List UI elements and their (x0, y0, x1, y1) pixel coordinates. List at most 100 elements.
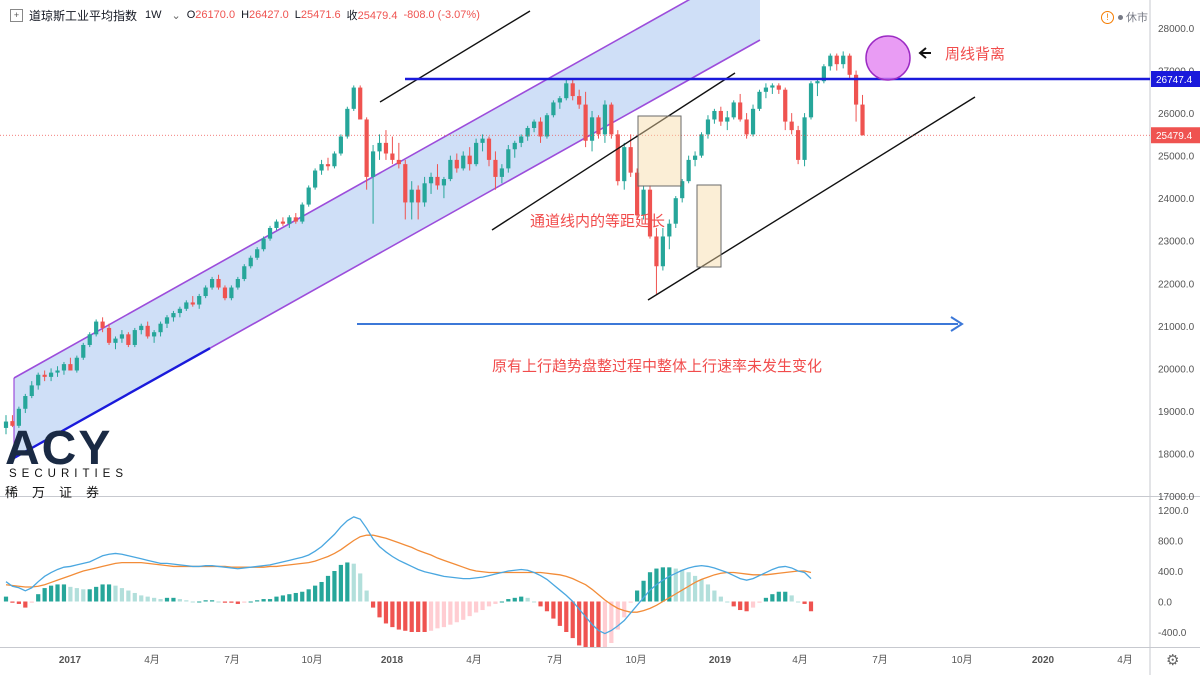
symbol-name[interactable]: 道琼斯工业平均指数 (29, 8, 138, 23)
candle (635, 168, 640, 220)
macd-histogram-bar (171, 597, 176, 602)
candle (409, 181, 414, 220)
macd-histogram-bar (319, 581, 324, 602)
plus-box-icon[interactable]: + (10, 8, 23, 22)
candle (152, 330, 157, 343)
macd-histogram-bar (609, 601, 614, 643)
macd-histogram-bar (87, 589, 92, 602)
macd-histogram-bar (660, 567, 665, 602)
close-value: 收25479.4 (346, 10, 398, 22)
macd-histogram-bar (403, 601, 408, 631)
macd-histogram-bar (81, 589, 86, 602)
candle (596, 115, 601, 139)
candle (538, 117, 543, 143)
candle (583, 91, 588, 148)
price-tick-label: 26000.0 (1158, 109, 1195, 120)
candle (23, 393, 28, 414)
macd-histogram-bar (300, 591, 305, 602)
candle (42, 370, 47, 382)
macd-histogram-bar (3, 596, 9, 602)
candle (332, 151, 337, 169)
macd-histogram-bar (29, 601, 34, 603)
candle (680, 179, 685, 203)
candle (815, 79, 820, 97)
macd-histogram-bar (750, 601, 756, 608)
candle (139, 323, 144, 335)
gear-icon[interactable]: ⚙ (1166, 652, 1180, 669)
candle (622, 142, 627, 190)
macd-histogram-bar (416, 601, 421, 632)
macd-histogram-bar (486, 601, 492, 607)
dropdown-icon[interactable]: ⌄ (171, 9, 181, 22)
candle (699, 132, 704, 158)
candle (441, 176, 447, 199)
parallel-line-lower-1 (491, 72, 736, 231)
candle (197, 293, 202, 309)
macd-histogram-bar (435, 601, 440, 629)
macd-histogram-bar (512, 597, 517, 602)
macd-histogram-bar (255, 600, 260, 602)
price-tick-label: 18000.0 (1158, 449, 1195, 460)
annotation-channel: 通道线内的等距延长 (530, 212, 665, 230)
candle (287, 215, 292, 228)
macd-histogram-bar (519, 596, 524, 602)
candle (763, 83, 769, 99)
macd-histogram-bar (152, 597, 157, 602)
timeframe-label[interactable]: 1W (145, 9, 162, 21)
channel-base-line (13, 347, 211, 460)
macd-histogram-bar (570, 601, 575, 639)
candle (718, 106, 723, 126)
price-tick-label: 25000.0 (1158, 152, 1195, 163)
candle (525, 125, 530, 141)
price-tick-label: 23000.0 (1158, 237, 1195, 248)
macd-histogram-bar (396, 601, 401, 630)
macd-histogram-bar (409, 601, 414, 632)
info-icon[interactable]: ! (1101, 10, 1114, 24)
macd-pane (3, 516, 814, 647)
candle (396, 142, 401, 169)
candle (10, 415, 15, 428)
market-status: ! 休市 (1101, 9, 1148, 25)
macd-histogram-bar (712, 590, 717, 602)
macd-histogram-bar (313, 585, 318, 602)
candle (808, 81, 814, 120)
candle (428, 172, 434, 194)
candle (667, 219, 672, 250)
macd-histogram-bar (222, 601, 228, 603)
time-axis[interactable]: 2017 4月 7月 10月 2018 4月 7月 10月 2019 4月 7月 10月 2020 4月 (59, 654, 1133, 666)
macd-histogram-bar (763, 597, 769, 602)
macd-histogram-bar (306, 589, 311, 602)
macd-histogram-bar (48, 585, 54, 602)
macd-histogram-bar (731, 601, 736, 607)
candle (106, 323, 112, 345)
macd-histogram-bar (583, 601, 588, 647)
candle (499, 164, 504, 184)
macd-histogram-bar (235, 601, 240, 604)
macd-tick-label: -400.0 (1158, 628, 1187, 639)
candle (454, 153, 459, 173)
macd-histogram-bar (602, 601, 608, 647)
price-axis[interactable]: 17000.0 18000.0 19000.0 20000.0 21000.0 22000… (1151, 24, 1200, 639)
candle (647, 185, 653, 239)
time-tick-label: 2019 (709, 655, 732, 666)
macd-histogram-bar (641, 580, 646, 602)
candle (3, 415, 9, 435)
macd-histogram-bar (126, 590, 131, 602)
candle (725, 110, 730, 131)
candle (609, 102, 614, 139)
candle (738, 93, 743, 122)
macd-histogram-bar (164, 597, 170, 602)
macd-histogram-bar (345, 562, 350, 602)
trend-arrow (357, 316, 964, 332)
candle (229, 285, 234, 301)
macd-histogram-bar (789, 595, 794, 602)
candle (313, 168, 318, 190)
candle (789, 113, 794, 135)
macd-histogram-bar (577, 601, 582, 646)
macd-histogram-bar (158, 599, 163, 602)
candle (280, 217, 286, 226)
macd-tick-label: 400.0 (1158, 567, 1183, 578)
candle (544, 113, 550, 139)
chart-header: + 道琼斯工业平均指数 1W ⌄ O26170.0 H26427.0 L2547… (0, 0, 1150, 30)
